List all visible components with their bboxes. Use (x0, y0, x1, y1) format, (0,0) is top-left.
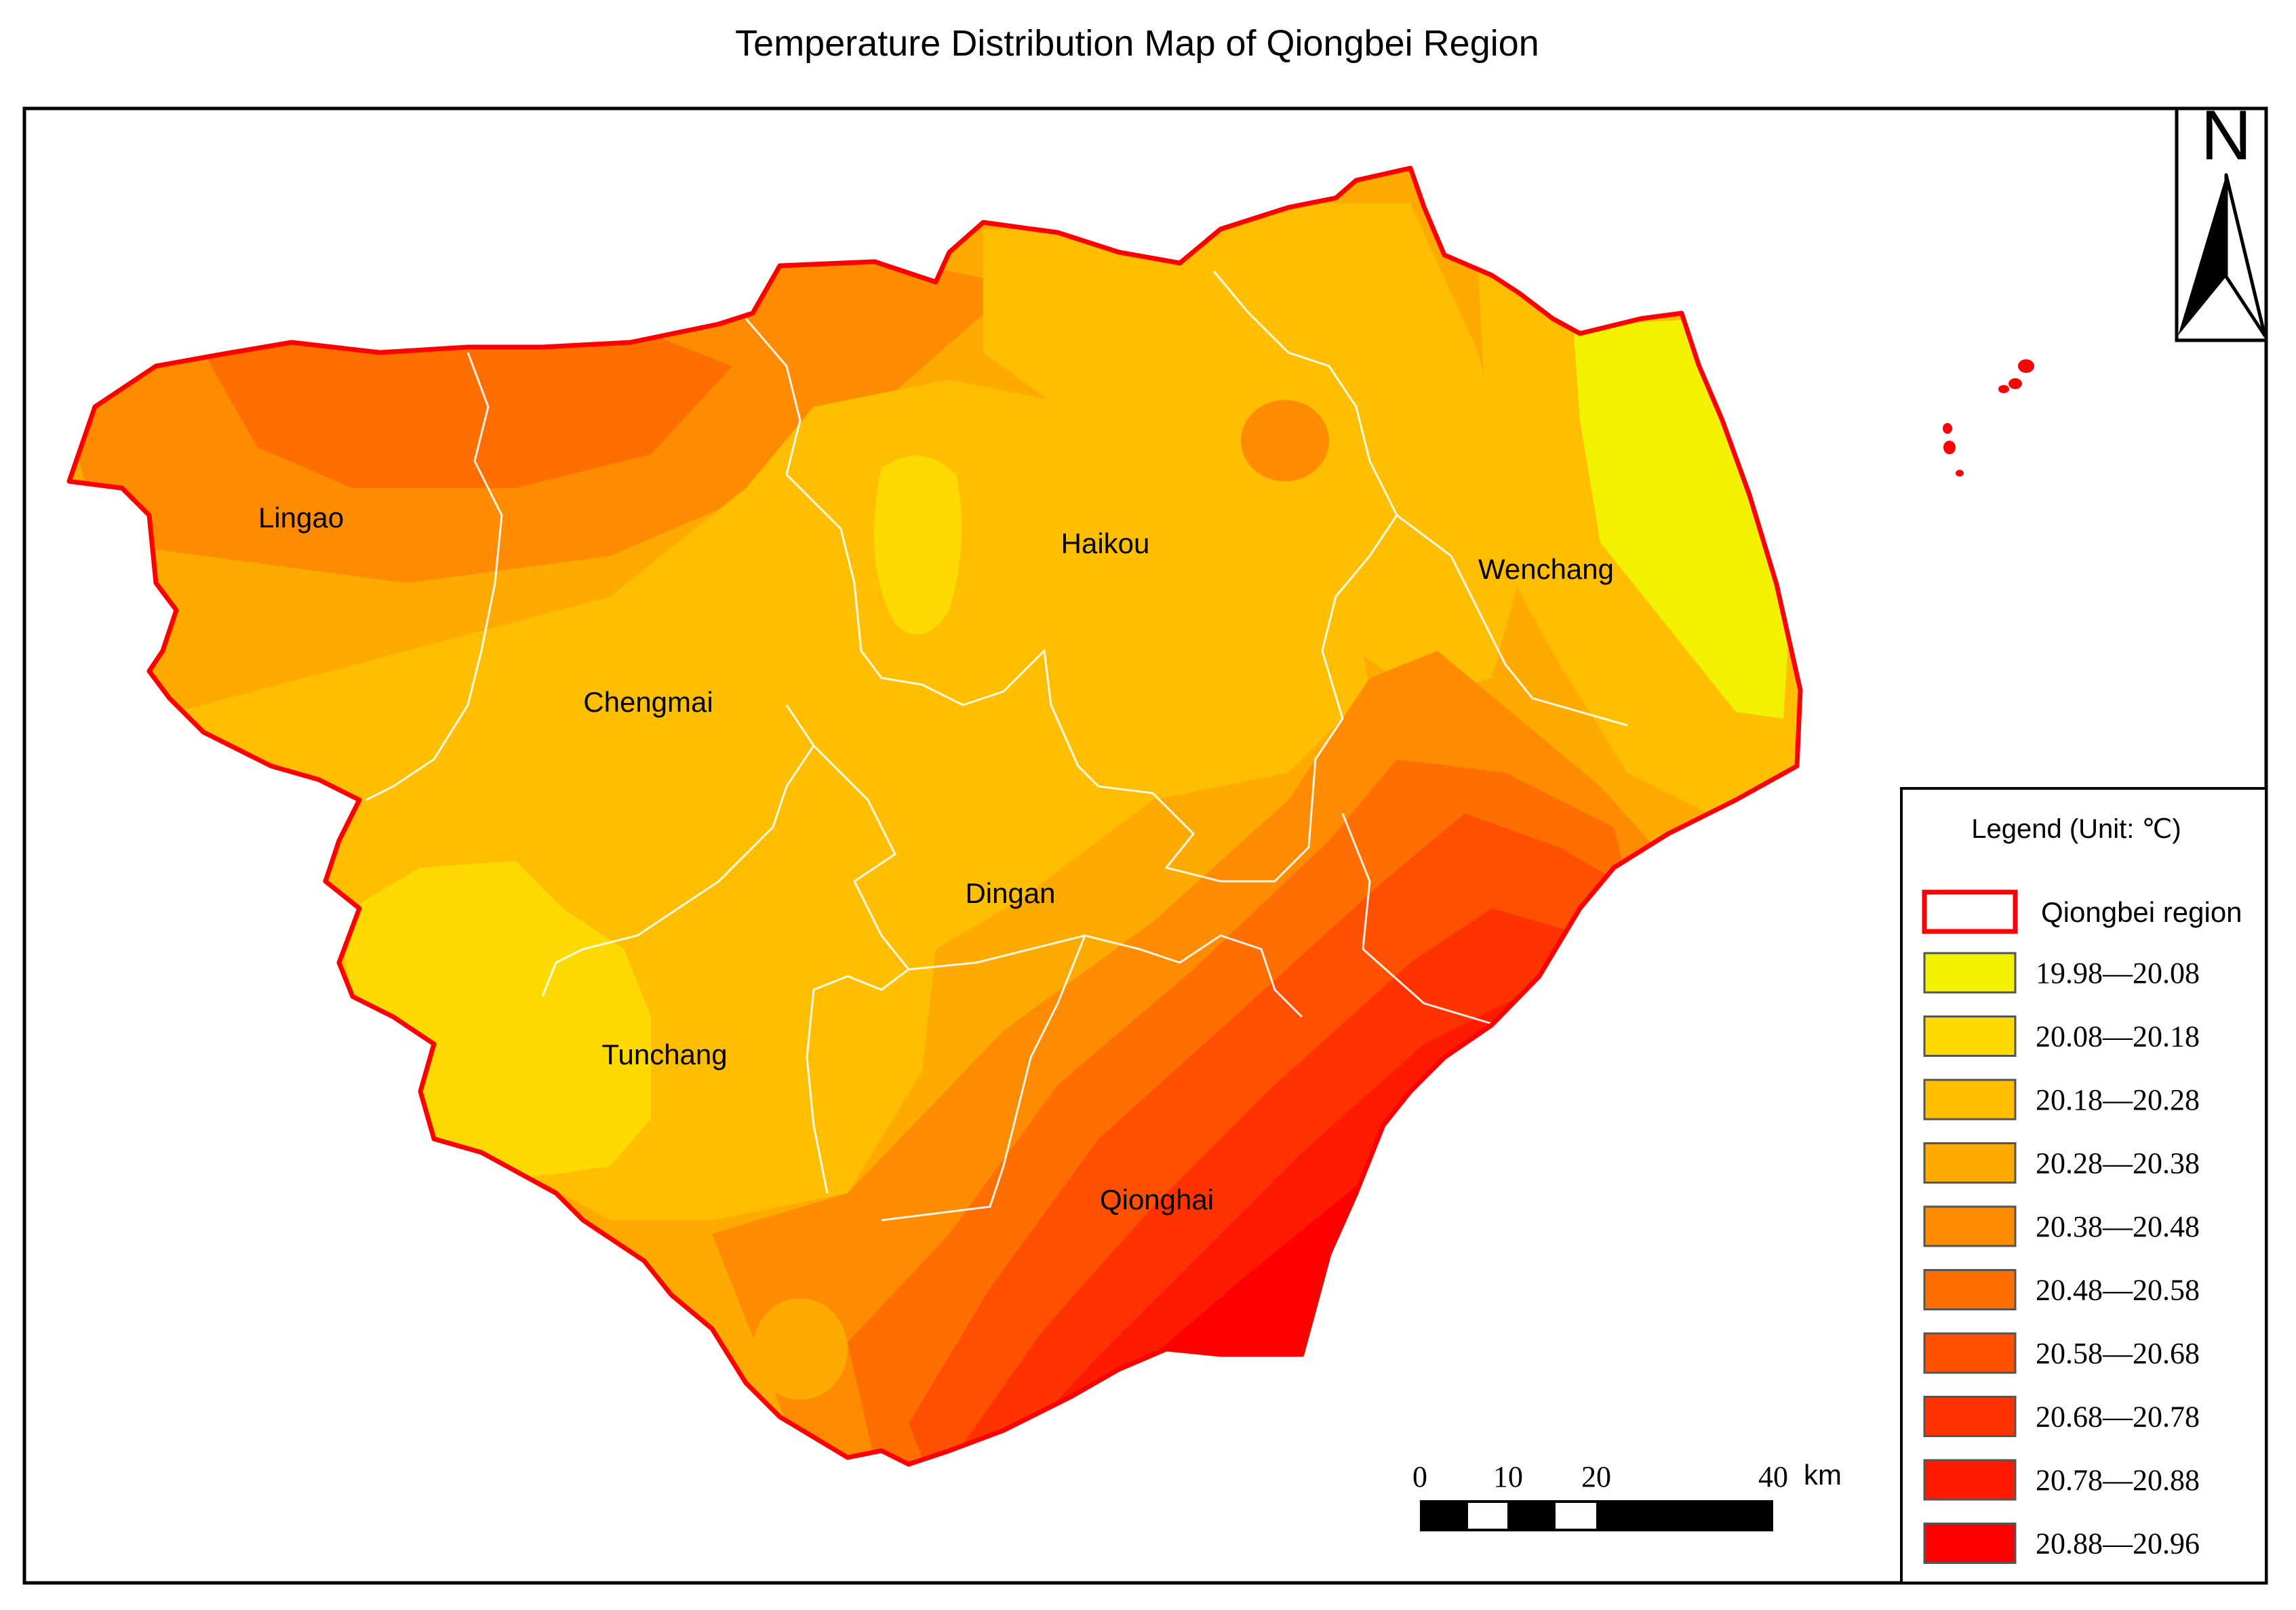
city-label-tunchang: Tunchang (601, 1039, 727, 1070)
city-label-qionghai: Qionghai (1100, 1184, 1214, 1215)
legend: Legend (Unit: ℃) Qiongbei region 19.98—2… (1900, 787, 2268, 1584)
scale-tick-10: 10 (1493, 1460, 1523, 1493)
scale-tick-20: 20 (1581, 1460, 1611, 1493)
legend-range-8: 20.78—20.88 (2036, 1464, 2200, 1497)
legend-swatch-9 (1923, 1523, 2017, 1564)
legend-region-swatch (1922, 889, 2018, 934)
legend-range-3: 20.28—20.38 (2036, 1147, 2200, 1180)
legend-swatch-8 (1923, 1459, 2017, 1501)
legend-swatch-0 (1923, 952, 2017, 994)
legend-range-2: 20.18—20.28 (2036, 1083, 2200, 1116)
legend-range-0: 19.98—20.08 (2036, 957, 2200, 990)
county-boundaries (365, 270, 1628, 1222)
city-label-haikou: Haikou (1061, 527, 1150, 559)
zone-20-38-20-48-pocket (1241, 400, 1329, 481)
zone-20-48-20-58-nw (203, 319, 732, 488)
legend-swatch-7 (1923, 1396, 2017, 1437)
city-label-lingao: Lingao (258, 502, 344, 534)
map-title: Temperature Distribution Map of Qiongbei… (735, 23, 1539, 64)
north-label: N (2200, 96, 2251, 175)
legend-range-7: 20.68—20.78 (2036, 1401, 2200, 1434)
legend-swatch-2 (1923, 1079, 2017, 1121)
legend-swatch-5 (1923, 1269, 2017, 1310)
legend-range-6: 20.58—20.68 (2036, 1337, 2200, 1370)
qiongbei-region-outline (66, 165, 1803, 1467)
city-label-wenchang: Wenchang (1478, 553, 1614, 585)
zone-20-28-20-38-south-pocket (753, 1298, 848, 1400)
legend-title: Legend (Unit: ℃) (1971, 814, 2181, 844)
legend-range-5: 20.48—20.58 (2036, 1274, 2200, 1307)
islands (1943, 359, 2034, 477)
legend-range-1: 20.08—20.18 (2036, 1020, 2200, 1053)
legend-classes: 19.98—20.08 20.08—20.18 20.18—20.28 20.28—2… (1923, 952, 2200, 1564)
legend-range-9: 20.88—20.96 (2036, 1527, 2200, 1561)
scale-tick-40: 40 (1758, 1460, 1788, 1493)
zone-20-08-20-18-north (873, 456, 962, 635)
city-label-chengmai: Chengmai (583, 686, 713, 718)
legend-swatch-4 (1923, 1205, 2017, 1247)
north-arrow: N (2175, 96, 2268, 342)
legend-swatch-6 (1923, 1332, 2017, 1374)
legend-swatch-3 (1923, 1142, 2017, 1184)
legend-swatch-1 (1923, 1015, 2017, 1057)
legend-range-4: 20.38—20.48 (2036, 1210, 2200, 1243)
city-label-dingan: Dingan (965, 877, 1055, 909)
legend-region-label: Qiongbei region (2041, 896, 2242, 928)
city-labels: Lingao Haikou Wenchang Chengmai Dingan T… (258, 502, 1614, 1215)
scale-bar: 0 10 20 40 km (1412, 1459, 1842, 1531)
scale-unit: km (1804, 1459, 1842, 1491)
scale-tick-0: 0 (1412, 1460, 1427, 1493)
